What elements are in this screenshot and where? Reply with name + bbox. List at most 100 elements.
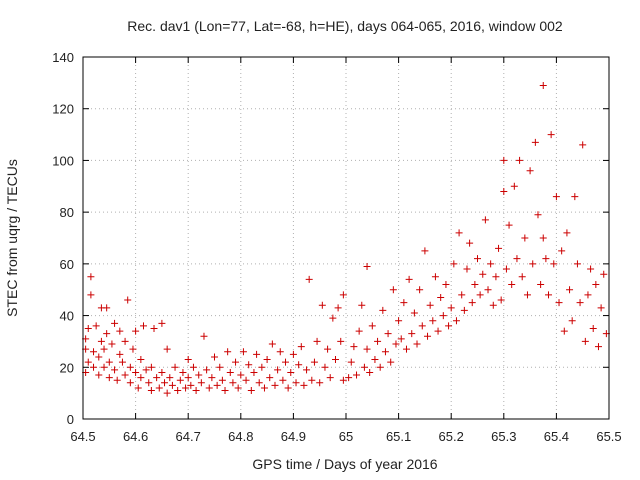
data-point-marker [308,376,316,384]
data-point-marker [589,325,597,332]
data-point-marker [587,265,595,273]
data-point-marker [116,327,124,335]
data-point-marker [132,327,140,335]
data-point-marker [97,337,105,345]
data-point-marker [163,345,171,353]
data-point-marker [537,281,545,289]
data-point-marker [229,379,237,387]
data-point-marker [324,345,332,353]
data-point-marker [395,317,403,325]
data-point-marker [282,358,290,366]
data-point-marker [124,296,132,304]
data-point-marker [287,368,295,376]
data-point-marker [211,353,218,361]
data-point-marker [189,363,197,371]
data-point-marker [381,348,389,356]
y-axis-tick-labels: 0 20 40 60 80 100 120 140 [52,50,74,427]
data-point-marker [347,358,355,366]
data-point-marker [326,374,334,382]
data-point-marker [376,363,384,371]
data-point-marker [187,381,195,389]
data-point-marker [421,247,429,255]
y-tick-label: 80 [60,205,74,220]
data-point-marker [405,275,413,283]
data-point-marker [568,317,576,325]
data-point-marker [592,281,600,289]
grid [83,57,609,419]
data-point-marker [439,312,447,320]
data-point-marker [450,260,458,268]
data-point-marker [182,384,190,392]
data-point-marker [295,361,303,369]
data-point-marker [192,387,200,395]
data-point-marker [434,327,442,335]
data-point-marker [379,306,387,314]
data-point-marker [584,291,592,299]
data-point-marker [442,281,450,289]
data-point-marker [226,368,234,376]
data-point-marker [239,348,247,356]
data-point-marker [487,260,495,268]
data-point-marker [560,327,568,335]
data-point-marker [147,387,155,395]
data-point-marker [576,299,584,307]
data-point-marker [416,286,424,294]
data-point-marker [276,348,284,356]
data-point-marker [197,379,205,387]
data-point-marker [153,374,161,382]
data-point-marker [208,374,216,382]
data-point-marker [437,293,445,301]
data-point-marker [392,340,400,348]
data-point-marker [303,366,311,374]
y-tick-label: 100 [52,153,74,168]
data-point-marker [92,322,100,330]
data-point-marker [158,368,166,376]
x-tick-label: 64.7 [176,429,201,444]
y-tick-label: 140 [52,50,74,65]
data-point-marker [558,247,566,255]
chart-title: Rec. dav1 (Lon=77, Lat=-68, h=HE), days … [127,18,563,34]
x-tick-label: 64.8 [228,429,253,444]
data-point-marker [400,299,408,307]
data-point-marker [516,156,524,164]
data-point-marker [111,319,119,327]
data-point-marker [521,234,529,242]
data-point-marker [460,306,468,314]
data-point-marker [116,350,124,358]
data-point-marker [366,368,374,376]
data-point-marker [334,304,342,312]
x-axis-title: GPS time / Days of year 2016 [252,456,437,472]
data-point-marker [539,81,547,89]
data-point-marker [600,270,608,278]
data-point-marker [171,363,179,371]
data-point-marker [384,330,392,338]
data-point-marker [292,379,300,387]
data-point-marker [245,361,253,369]
x-tick-label: 65 [339,429,353,444]
data-point-marker [200,332,208,340]
data-point-marker [184,356,192,364]
data-point-marker [174,387,182,395]
data-point-marker [176,376,184,384]
data-point-marker [495,244,503,252]
data-point-marker [458,291,466,299]
data-point-marker [90,348,98,356]
data-point-marker [455,229,463,237]
data-point-marker [105,358,113,366]
data-point-marker [502,265,510,273]
data-point-marker [139,322,147,330]
data-point-marker [581,337,589,345]
data-point-marker [479,270,487,278]
data-point-marker [255,379,263,387]
data-point-marker [234,384,242,392]
data-point-marker [513,255,521,263]
data-point-marker [410,309,418,317]
data-point-marker [550,260,558,268]
data-point-marker [597,304,605,312]
data-point-marker [237,371,245,379]
data-point-marker [497,296,505,304]
data-point-marker [168,381,176,389]
data-point-marker [100,345,108,353]
x-tick-label: 65.2 [439,429,464,444]
data-point-marker [263,356,271,364]
